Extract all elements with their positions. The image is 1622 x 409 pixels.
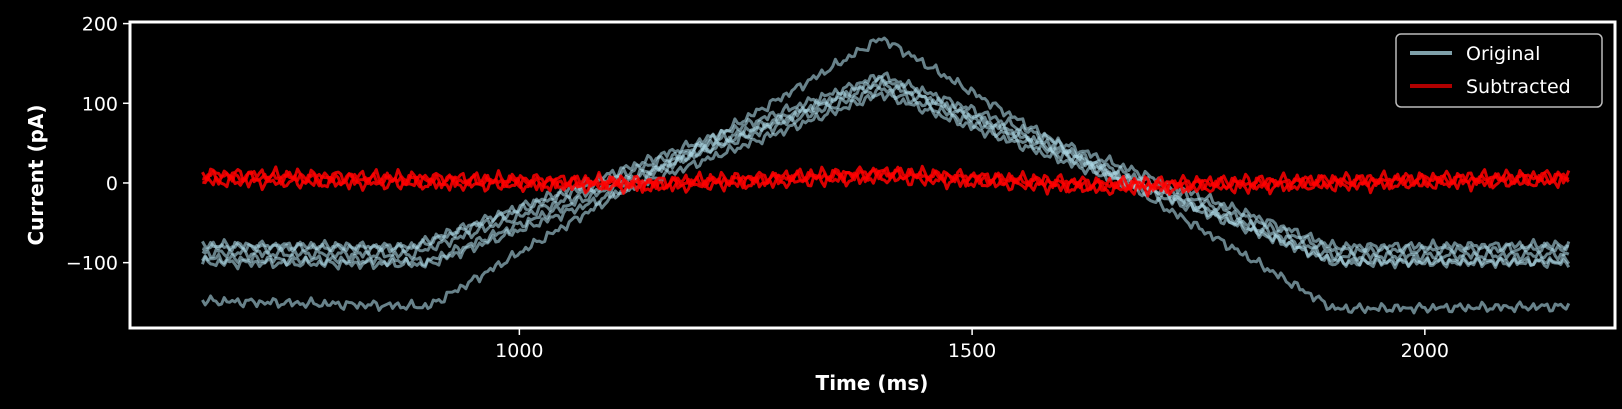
x-tick-label: 1000 <box>495 340 543 362</box>
legend: Original Subtracted <box>1395 33 1603 108</box>
series-line-original-5 <box>200 91 1571 271</box>
x-axis-title: Time (ms) <box>816 371 929 395</box>
x-axis: 1000 1500 2000 <box>495 328 1449 362</box>
y-tick-label: 200 <box>82 14 118 36</box>
y-tick-label: −100 <box>66 253 118 275</box>
legend-label-original: Original <box>1466 43 1540 65</box>
y-tick-label: 0 <box>106 173 118 195</box>
y-tick-label: 100 <box>82 93 118 115</box>
series-layer <box>200 36 1571 315</box>
y-axis: 200 100 0 −100 <box>66 14 130 275</box>
x-tick-label: 2000 <box>1401 340 1449 362</box>
series-line-original-4 <box>201 71 1571 254</box>
x-tick-label: 1500 <box>948 340 996 362</box>
series-line-original-0 <box>201 36 1571 315</box>
series-line-subtracted-8 <box>201 164 1571 191</box>
legend-label-subtracted: Subtracted <box>1466 76 1571 98</box>
y-axis-title: Current (pA) <box>24 104 48 245</box>
plot-frame <box>128 20 1617 330</box>
